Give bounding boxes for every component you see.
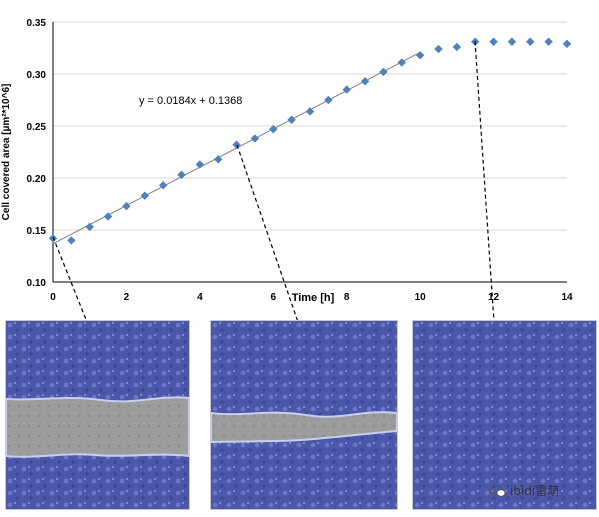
data-point — [195, 160, 205, 169]
y-tick-label: 0.20 — [27, 174, 47, 185]
data-point — [342, 85, 351, 94]
y-axis-label: Cell covered area [µm²*10^6] — [1, 84, 12, 221]
data-point — [177, 170, 186, 180]
microscopy-image-5h — [210, 320, 398, 510]
growth-chart: 0.10 0.15 0.20 0.25 0.30 0.35 0 2 4 6 8 10 12 14 Cel… — [1, 18, 573, 304]
axes — [52, 22, 567, 283]
data-point — [287, 115, 296, 124]
data-point — [269, 124, 278, 134]
data-point — [434, 44, 443, 54]
data-point — [360, 77, 370, 86]
trendline-equation: y = 0.0184x + 0.1368 — [139, 95, 242, 107]
y-tick-label: 0.30 — [27, 70, 47, 81]
data-point — [158, 181, 168, 190]
wechat-icon — [490, 484, 506, 497]
x-tick-label: 0 — [50, 292, 56, 303]
data-point — [214, 155, 223, 164]
x-tick-label: 12 — [488, 292, 500, 303]
microscopy-image-0h — [5, 320, 190, 510]
data-point — [562, 39, 572, 49]
micrograph-wide-gap — [6, 321, 189, 509]
data-point — [379, 67, 388, 77]
data-point — [85, 222, 94, 232]
data-points — [48, 37, 572, 245]
microscopy-image-11-5h — [412, 320, 597, 510]
grid-lines — [53, 21, 567, 231]
x-axis-label: Time [h] — [292, 292, 335, 304]
x-tick-label: 4 — [197, 292, 203, 303]
y-tick-label: 0.15 — [27, 226, 47, 237]
data-point — [103, 212, 113, 221]
watermark-text: ibidi雷萌 — [510, 484, 560, 498]
x-tick-label: 6 — [271, 292, 277, 303]
data-point — [526, 37, 535, 46]
y-tick-label: 0.10 — [27, 278, 47, 289]
data-point — [305, 107, 315, 116]
data-point — [397, 58, 406, 67]
watermark: ibidi雷萌 — [490, 482, 559, 499]
y-tick-labels: 0.10 0.15 0.20 0.25 0.30 0.35 — [27, 18, 47, 289]
data-point — [250, 134, 260, 143]
data-point — [544, 37, 553, 46]
data-point — [67, 236, 76, 245]
data-point — [232, 140, 241, 149]
data-point — [507, 37, 517, 46]
data-point — [122, 201, 131, 211]
y-tick-label: 0.25 — [27, 122, 47, 133]
micrograph-closed-gap — [413, 321, 596, 509]
data-point — [415, 51, 425, 60]
data-point — [324, 95, 333, 105]
data-point — [489, 37, 498, 46]
data-point — [140, 191, 149, 200]
y-tick-label: 0.35 — [27, 18, 47, 29]
x-tick-label: 10 — [415, 292, 427, 303]
micrograph-narrow-gap — [211, 321, 397, 509]
x-tick-label: 2 — [124, 292, 130, 303]
x-tick-label: 8 — [344, 292, 350, 303]
data-point — [48, 234, 58, 243]
x-tick-label: 14 — [561, 292, 573, 303]
data-point — [452, 42, 462, 52]
data-point — [471, 37, 480, 46]
